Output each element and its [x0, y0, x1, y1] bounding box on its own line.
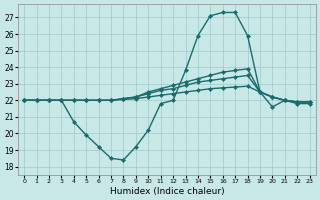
X-axis label: Humidex (Indice chaleur): Humidex (Indice chaleur)	[109, 187, 224, 196]
